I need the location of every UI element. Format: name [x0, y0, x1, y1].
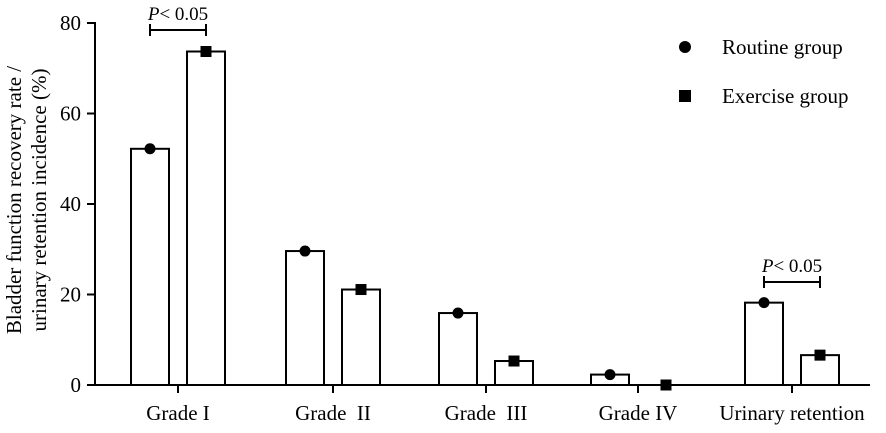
bar-exercise — [341, 288, 381, 386]
marker-routine — [452, 307, 464, 319]
bar-routine — [130, 147, 170, 386]
legend-label: Exercise group — [722, 84, 849, 108]
legend-marker-routine — [679, 41, 691, 53]
bar-routine — [744, 301, 784, 386]
y-tick-label: 0 — [71, 373, 82, 397]
legend-marker-exercise — [679, 90, 691, 102]
y-tick-label: 60 — [60, 102, 81, 126]
marker-exercise — [814, 349, 826, 361]
x-tick-label: Grade II — [295, 401, 371, 425]
significance-p: P — [147, 4, 160, 25]
x-tick-label: Grade III — [445, 401, 528, 425]
y-axis-label-line-1: Bladder function recovery rate / — [2, 66, 26, 334]
y-tick-label: 40 — [60, 192, 81, 216]
marker-routine — [299, 245, 311, 257]
significance-text: < 0.05 — [159, 4, 208, 25]
bar-exercise — [800, 354, 840, 387]
marker-routine — [604, 369, 616, 381]
marker-routine — [144, 143, 156, 155]
x-tick-label: Grade IV — [599, 401, 678, 425]
bar-routine — [438, 312, 478, 386]
marker-exercise — [355, 284, 367, 296]
data-markers — [144, 46, 826, 391]
x-tick-label: Grade I — [146, 401, 210, 425]
bar-exercise — [186, 50, 226, 386]
legend-label: Routine group — [722, 35, 843, 59]
significance-label: P< 0.05 — [147, 4, 208, 25]
y-tick-label: 20 — [60, 283, 81, 307]
axes: 0 20 40 60 80 Grade I Grade II Grade III Grade I… — [60, 11, 870, 425]
y-tick-label: 80 — [60, 11, 81, 35]
significance-label: P< 0.05 — [761, 256, 822, 277]
significance-p: P — [761, 256, 774, 277]
y-axis-label: Bladder function recovery rate / urinary… — [2, 66, 51, 334]
significance-annotations: P< 0.05P< 0.05 — [147, 4, 822, 288]
marker-exercise — [660, 379, 672, 391]
x-tick-label: Urinary retention — [719, 401, 865, 425]
bar-routine — [285, 250, 325, 386]
marker-routine — [758, 297, 770, 309]
marker-exercise — [508, 355, 520, 367]
significance-text: < 0.05 — [773, 256, 822, 277]
legend: Routine group Exercise group — [679, 35, 849, 108]
y-axis-label-line-2: urinary retention incidence (%) — [27, 69, 51, 332]
marker-exercise — [200, 46, 212, 58]
